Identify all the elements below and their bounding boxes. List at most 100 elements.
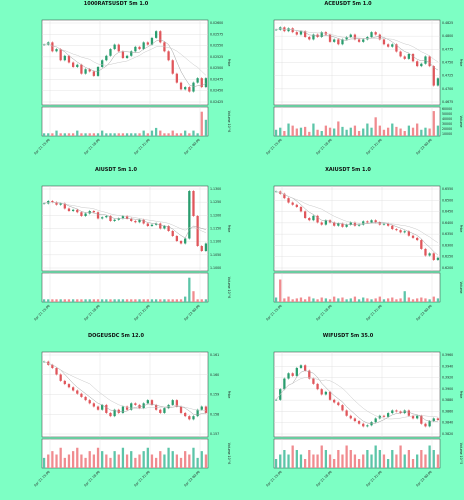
candle-body	[308, 37, 311, 40]
volume-bar	[328, 127, 332, 136]
time-tick-label: Apr 21 15:00	[33, 470, 51, 488]
volume-plot-area	[273, 272, 441, 303]
price-axis-label: Price	[227, 391, 231, 399]
candle-body	[51, 364, 54, 369]
candle-body	[341, 405, 344, 411]
volume-bar	[411, 127, 415, 136]
volume-bar	[142, 299, 145, 302]
volume-bar	[320, 445, 323, 468]
volume-bar	[316, 454, 319, 468]
volume-bar	[320, 297, 323, 302]
price-plot-area	[41, 19, 209, 106]
volume-bar	[134, 457, 137, 468]
candle-body	[328, 34, 332, 42]
volume-bar	[55, 130, 58, 136]
volume-bar	[175, 299, 179, 302]
volume-bar	[130, 133, 133, 136]
candle-body	[308, 370, 311, 379]
candle-body	[399, 230, 402, 233]
volume-bar	[171, 299, 174, 302]
candle-body	[274, 191, 278, 193]
volume-bar	[101, 299, 104, 302]
candle-body	[84, 213, 87, 216]
chart-svg-3: 1.1300 1.1250 1.1200 1.1150 1.1100 1.1050 1.10…	[33, 185, 231, 321]
volume-bar	[436, 125, 440, 136]
volume-bar	[436, 298, 440, 302]
candle-body	[67, 384, 71, 388]
volume-bar	[382, 299, 386, 302]
candle-body	[146, 42, 149, 45]
volume-bar	[411, 299, 415, 302]
candle-body	[411, 415, 415, 419]
candle-body	[432, 66, 435, 86]
volume-bar	[192, 291, 195, 302]
moving-average-line	[43, 361, 206, 416]
candle-body	[316, 215, 319, 223]
volume-bar	[130, 299, 133, 302]
volume-bar	[142, 451, 145, 468]
volume-tick-label: 60000	[442, 107, 452, 111]
price-tick-label: 0.02475	[210, 77, 223, 81]
volume-bar	[200, 111, 203, 136]
volume-bar	[179, 299, 183, 302]
candle-body	[96, 212, 100, 219]
volume-bar	[125, 454, 129, 468]
moving-average-line	[44, 43, 207, 76]
volume-bar	[63, 299, 66, 302]
volume-bar	[88, 299, 91, 302]
candle-body	[349, 415, 352, 419]
moving-average-line	[275, 370, 438, 424]
time-tick-label: Apr 21 15:00	[33, 138, 51, 156]
volume-bar	[308, 450, 311, 468]
volume-bar	[171, 130, 174, 136]
time-tick-label: Apr 21 15:00	[265, 138, 283, 156]
candle-body	[200, 78, 203, 88]
candle-body	[303, 365, 307, 371]
candle-body	[175, 400, 179, 407]
candle-body	[188, 416, 191, 420]
candle-body	[324, 220, 328, 225]
candle-body	[200, 246, 203, 251]
candle-body	[424, 248, 427, 256]
candle-body	[395, 229, 398, 231]
volume-bar	[337, 121, 340, 136]
volume-bar	[47, 454, 50, 468]
chart-title-6: WIFUSDT 5m 35.0	[322, 333, 374, 339]
candle-body	[204, 78, 208, 88]
volume-bar	[67, 454, 71, 468]
volume-bar	[370, 127, 373, 136]
candle-body	[150, 37, 154, 45]
volume-bar	[432, 296, 435, 302]
candle-body	[117, 218, 120, 220]
price-tick-label: 0.3960	[442, 353, 453, 357]
volume-bar	[399, 445, 402, 468]
candle-body	[171, 60, 174, 74]
volume-bar	[312, 298, 315, 302]
volume-bar	[407, 125, 411, 136]
volume-tick-label: 50000	[442, 112, 452, 116]
volume-bar	[283, 298, 286, 302]
volume-axis-label: Volume 10^6	[227, 443, 231, 465]
candle-body	[101, 217, 104, 219]
price-tick-label: 1.1200	[210, 213, 221, 217]
candle-body	[395, 410, 398, 412]
volume-bar	[362, 454, 365, 468]
chart-svg-4: 0.6550 0.6500 0.6450 0.6400 0.6350 0.6300 0.62…	[265, 185, 463, 321]
volume-bar	[333, 128, 336, 136]
volume-bar	[51, 299, 54, 302]
candle-body	[55, 368, 58, 375]
chart-title-5: DOGEUSDC 5m 12.0	[88, 333, 144, 339]
candle-body	[283, 378, 286, 390]
volume-bar	[428, 128, 431, 136]
volume-bar	[324, 298, 328, 302]
candle-body	[142, 42, 145, 50]
volume-bar	[428, 299, 431, 302]
volume-bar	[109, 133, 112, 136]
candle-body	[84, 396, 87, 401]
price-tick-label: 0.02575	[210, 32, 223, 36]
volume-bar	[308, 296, 311, 302]
volume-bar	[80, 299, 83, 302]
volume-bar	[407, 450, 411, 468]
volume-bar	[428, 445, 431, 468]
volume-bar	[47, 299, 50, 302]
